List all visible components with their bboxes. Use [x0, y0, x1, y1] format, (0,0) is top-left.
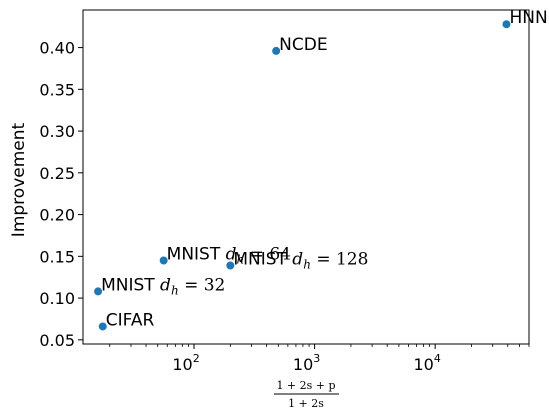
scatter-point [272, 46, 281, 55]
x-tick-label: 103 [293, 352, 320, 374]
x-axis-ticks: 102 103 104 [109, 344, 530, 374]
x-axis-label-denominator: 1 + 2s [288, 397, 324, 410]
y-tick-label: 0.35 [39, 80, 75, 99]
y-tick-label: 0.20 [39, 206, 75, 225]
point-label: MNIST dh = 64 [167, 245, 291, 267]
x-tick-label-exponent: 4 [434, 352, 441, 365]
x-axis-label-numerator: 1 + 2s + p [276, 379, 335, 392]
scatter-point [98, 322, 107, 331]
point-label: NCDE [279, 35, 327, 55]
x-tick-label: 104 [413, 352, 440, 374]
scatter-point [94, 287, 103, 296]
scatter-point [502, 20, 511, 29]
x-tick-label-exponent: 2 [193, 352, 200, 365]
plot-area [82, 9, 530, 345]
point-label: MNIST dh = 32 [101, 275, 225, 297]
y-tick-label: 0.40 [39, 39, 75, 58]
point-label: MNIST dh = 128 [233, 250, 368, 272]
point-label: HNN [509, 8, 547, 28]
y-tick-label: 0.30 [39, 122, 75, 141]
scatter-point [159, 256, 168, 265]
x-axis-label: 1 + 2s + p 1 + 2s [274, 379, 339, 410]
x-tick-label-base: 10 [172, 355, 192, 374]
x-tick-label-base: 10 [413, 355, 433, 374]
y-tick-label: 0.25 [39, 164, 75, 183]
y-tick-label: 0.10 [39, 289, 75, 308]
y-tick-label: 0.15 [39, 247, 75, 266]
scatter-point [226, 261, 235, 270]
y-axis-ticks: 0.05 0.10 0.15 0.20 0.25 0.30 0.35 0.40 [39, 39, 83, 350]
y-axis-label: Improvement [9, 122, 29, 237]
point-label: CIFAR [106, 310, 155, 330]
x-tick-label-exponent: 3 [313, 352, 320, 365]
x-tick-label: 102 [172, 352, 199, 374]
y-tick-label: 0.05 [39, 331, 75, 350]
x-tick-label-base: 10 [293, 355, 313, 374]
